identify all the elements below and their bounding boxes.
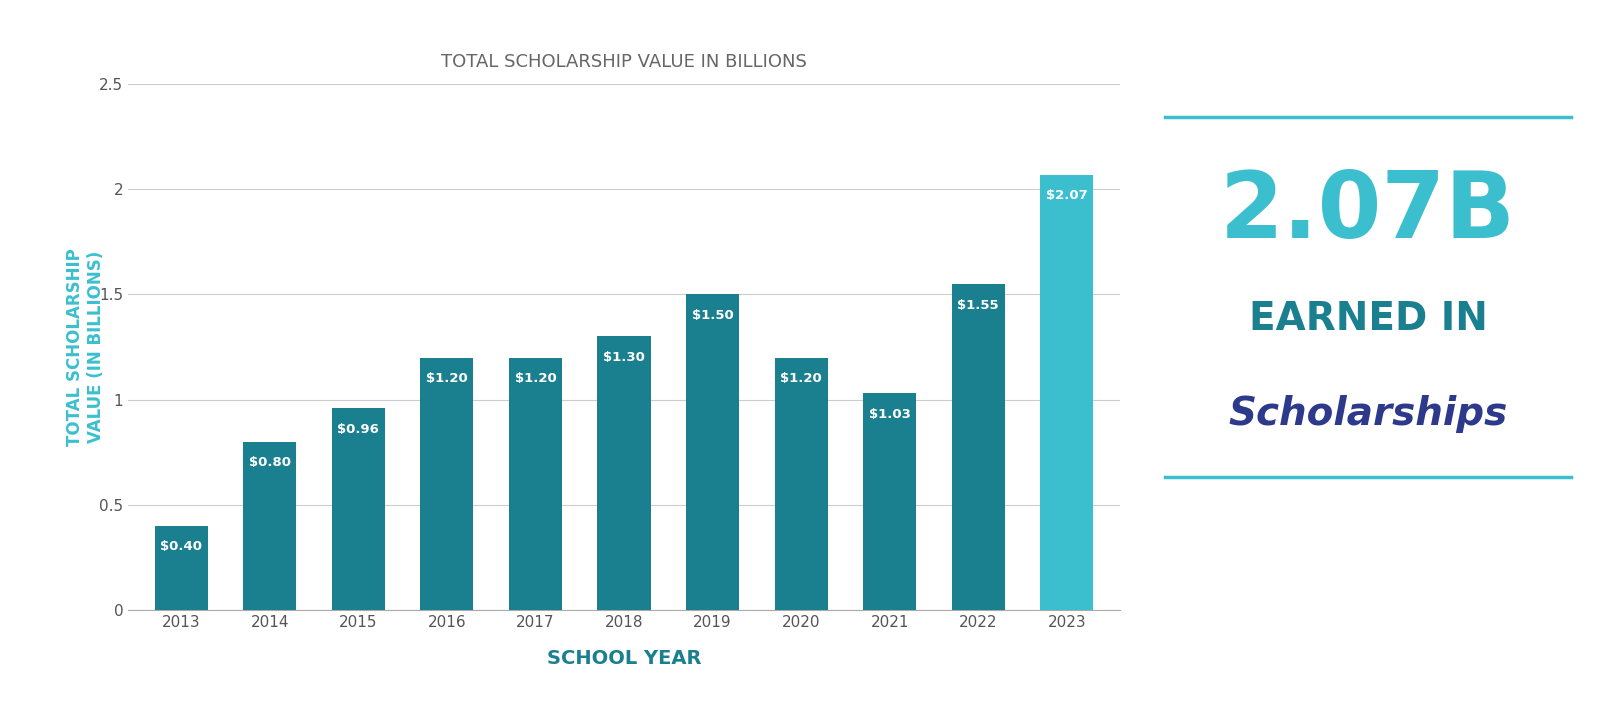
- Text: Scholarships: Scholarships: [1229, 395, 1507, 433]
- Bar: [1040, 175, 1093, 610]
- Text: $1.55: $1.55: [957, 299, 998, 312]
- Text: $0.80: $0.80: [248, 456, 291, 470]
- Text: $1.20: $1.20: [426, 372, 467, 386]
- Bar: [774, 358, 827, 610]
- Text: $0.40: $0.40: [160, 540, 202, 554]
- Bar: [243, 442, 296, 610]
- Text: $1.50: $1.50: [691, 309, 733, 322]
- Text: EARNED IN: EARNED IN: [1248, 300, 1488, 338]
- Text: $2.07: $2.07: [1046, 189, 1088, 203]
- Text: $1.20: $1.20: [781, 372, 822, 386]
- Title: TOTAL SCHOLARSHIP VALUE IN BILLIONS: TOTAL SCHOLARSHIP VALUE IN BILLIONS: [442, 53, 806, 72]
- Bar: [509, 358, 562, 610]
- X-axis label: SCHOOL YEAR: SCHOOL YEAR: [547, 649, 701, 668]
- Bar: [862, 393, 917, 610]
- Bar: [155, 526, 208, 610]
- Bar: [421, 358, 474, 610]
- Text: 2.07B: 2.07B: [1221, 167, 1517, 257]
- Bar: [952, 284, 1005, 610]
- Y-axis label: TOTAL SCHOLARSHIP
VALUE (IN BILLIONS): TOTAL SCHOLARSHIP VALUE (IN BILLIONS): [66, 248, 104, 446]
- Text: $1.03: $1.03: [869, 408, 910, 421]
- Text: $1.30: $1.30: [603, 351, 645, 365]
- Bar: [597, 336, 651, 610]
- Bar: [686, 294, 739, 610]
- Bar: [331, 408, 386, 610]
- Text: $0.96: $0.96: [338, 423, 379, 436]
- Text: $1.20: $1.20: [515, 372, 557, 386]
